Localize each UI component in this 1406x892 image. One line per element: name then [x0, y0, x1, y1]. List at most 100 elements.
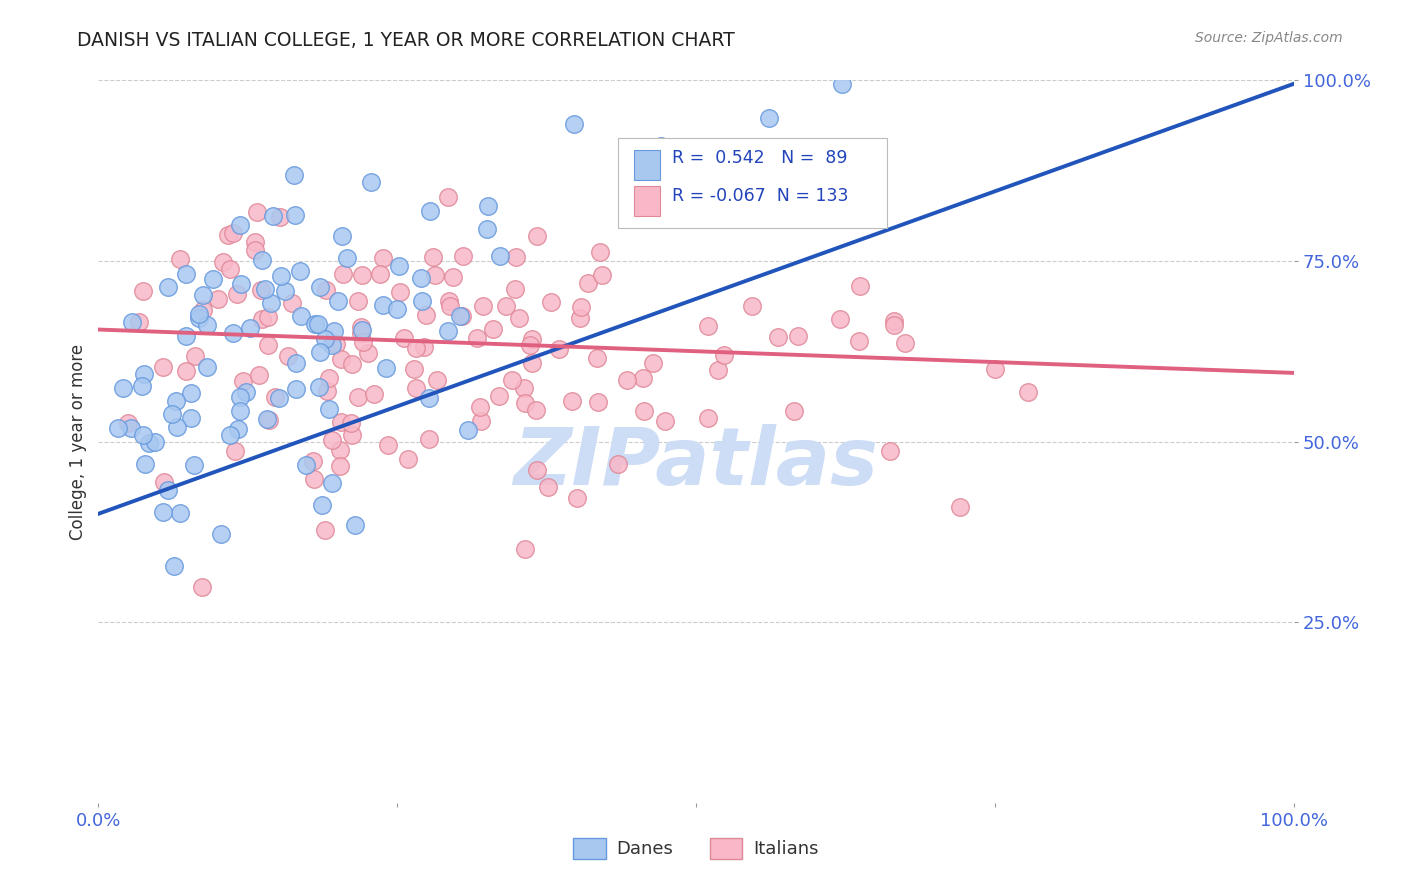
Point	[758, 112, 780, 126]
Point	[235, 385, 257, 400]
Point	[883, 318, 905, 332]
Point	[828, 312, 851, 326]
Y-axis label: College, 1 year or more: College, 1 year or more	[69, 343, 87, 540]
Point	[475, 222, 498, 236]
Point	[309, 279, 332, 293]
Point	[288, 264, 311, 278]
Point	[325, 336, 347, 351]
Point	[415, 309, 437, 323]
Point	[143, 435, 166, 450]
Point	[569, 300, 592, 314]
Point	[184, 349, 207, 363]
Point	[513, 541, 536, 556]
Point	[352, 268, 374, 282]
Point	[451, 249, 474, 263]
Point	[616, 373, 638, 387]
Point	[422, 251, 444, 265]
Point	[482, 321, 505, 335]
Point	[284, 356, 307, 370]
Point	[489, 249, 512, 263]
Point	[269, 392, 291, 406]
Point	[283, 169, 305, 183]
Point	[465, 330, 488, 344]
Point	[848, 334, 870, 348]
Point	[385, 301, 408, 316]
Point	[277, 349, 299, 363]
Point	[229, 218, 252, 232]
Point	[360, 175, 382, 189]
Point	[247, 368, 270, 383]
Point	[165, 393, 187, 408]
Point	[307, 317, 329, 331]
Point	[654, 414, 676, 428]
Point	[586, 351, 609, 366]
Point	[218, 262, 240, 277]
Point	[352, 335, 374, 350]
Text: ZIPatlas: ZIPatlas	[513, 425, 879, 502]
Point	[217, 227, 239, 242]
Point	[229, 404, 252, 418]
Point	[252, 312, 274, 326]
Point	[152, 505, 174, 519]
Point	[121, 315, 143, 329]
FancyBboxPatch shape	[619, 138, 887, 228]
Point	[304, 317, 326, 331]
Point	[191, 580, 214, 594]
Point	[519, 338, 541, 352]
Point	[229, 277, 252, 292]
Point	[713, 348, 735, 362]
Point	[257, 310, 280, 325]
Text: R = -0.067  N = 133: R = -0.067 N = 133	[672, 187, 849, 205]
Point	[295, 458, 318, 472]
Point	[373, 251, 395, 265]
Point	[243, 243, 266, 257]
Point	[259, 413, 281, 427]
Point	[260, 296, 283, 310]
Point	[315, 283, 337, 297]
Point	[169, 507, 191, 521]
Point	[270, 269, 292, 284]
Point	[128, 315, 150, 329]
Point	[134, 458, 156, 472]
Point	[262, 209, 284, 223]
Point	[257, 338, 280, 352]
Point	[591, 268, 613, 282]
Point	[281, 296, 304, 310]
Point	[561, 394, 583, 409]
Point	[368, 267, 391, 281]
Point	[316, 384, 339, 398]
Point	[243, 235, 266, 249]
Point	[329, 459, 352, 474]
Point	[984, 362, 1007, 376]
Point	[503, 282, 526, 296]
Point	[318, 371, 340, 385]
Point	[107, 421, 129, 435]
Point	[314, 523, 336, 537]
Point	[441, 269, 464, 284]
Point	[699, 165, 721, 179]
Point	[302, 472, 325, 486]
Point	[131, 379, 153, 393]
Point	[321, 337, 343, 351]
Point	[347, 293, 370, 308]
Point	[284, 208, 307, 222]
Point	[418, 432, 440, 446]
Point	[547, 343, 569, 357]
Point	[437, 324, 460, 338]
Point	[191, 302, 214, 317]
Point	[195, 318, 218, 332]
Text: Source: ZipAtlas.com: Source: ZipAtlas.com	[1195, 31, 1343, 45]
Point	[526, 463, 548, 477]
Point	[520, 356, 543, 370]
Point	[187, 307, 209, 321]
Point	[311, 498, 333, 512]
Point	[138, 435, 160, 450]
Point	[537, 480, 560, 494]
Point	[352, 323, 374, 337]
Point	[302, 454, 325, 468]
Point	[174, 267, 197, 281]
Point	[883, 314, 905, 328]
Point	[831, 77, 853, 91]
Point	[156, 483, 179, 497]
Point	[252, 252, 274, 267]
